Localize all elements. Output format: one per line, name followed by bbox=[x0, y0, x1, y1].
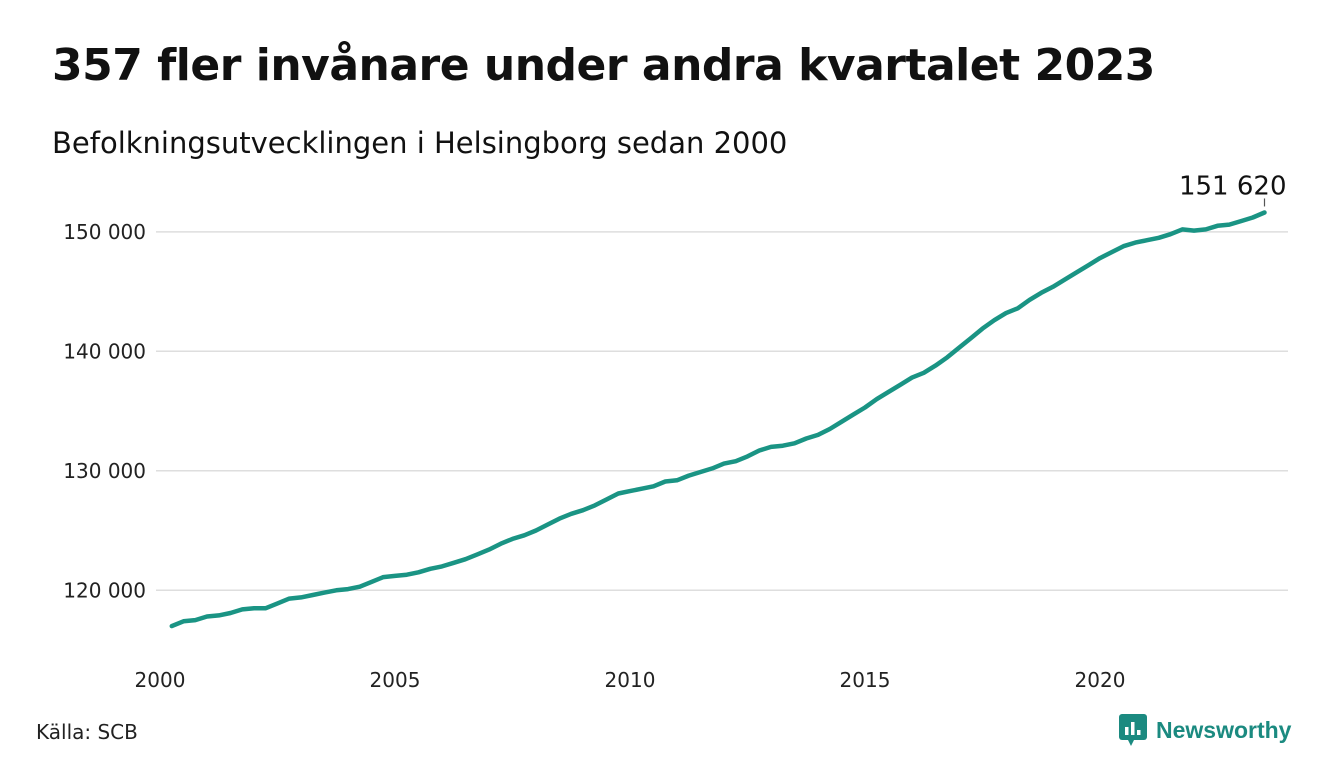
x-axis-ticks: 2000 2005 2010 2015 2020 bbox=[135, 668, 1126, 692]
chart-title: 357 fler invånare under andra kvartalet … bbox=[52, 40, 1155, 91]
x-tick-label: 2020 bbox=[1075, 668, 1126, 692]
y-axis-ticks: 120 000 130 000 140 000 150 000 bbox=[63, 220, 146, 602]
y-tick-label: 140 000 bbox=[63, 339, 146, 363]
y-tick-label: 130 000 bbox=[63, 459, 146, 483]
source-note: Källa: SCB bbox=[36, 720, 138, 744]
y-tick-label: 120 000 bbox=[63, 578, 146, 602]
chart-subtitle: Befolkningsutvecklingen i Helsingborg se… bbox=[52, 126, 788, 160]
x-tick-label: 2005 bbox=[370, 668, 421, 692]
brand-logo: Newsworthy bbox=[1118, 713, 1291, 747]
y-tick-label: 150 000 bbox=[63, 220, 146, 244]
newsworthy-logo-icon bbox=[1119, 714, 1147, 746]
x-tick-label: 2000 bbox=[135, 668, 186, 692]
gridlines bbox=[156, 231, 1288, 592]
series-line bbox=[169, 210, 1267, 629]
brand-name: Newsworthy bbox=[1156, 716, 1292, 743]
x-tick-label: 2010 bbox=[605, 668, 656, 692]
x-tick-label: 2015 bbox=[840, 668, 891, 692]
end-value-label: 151 620 bbox=[1179, 171, 1287, 201]
